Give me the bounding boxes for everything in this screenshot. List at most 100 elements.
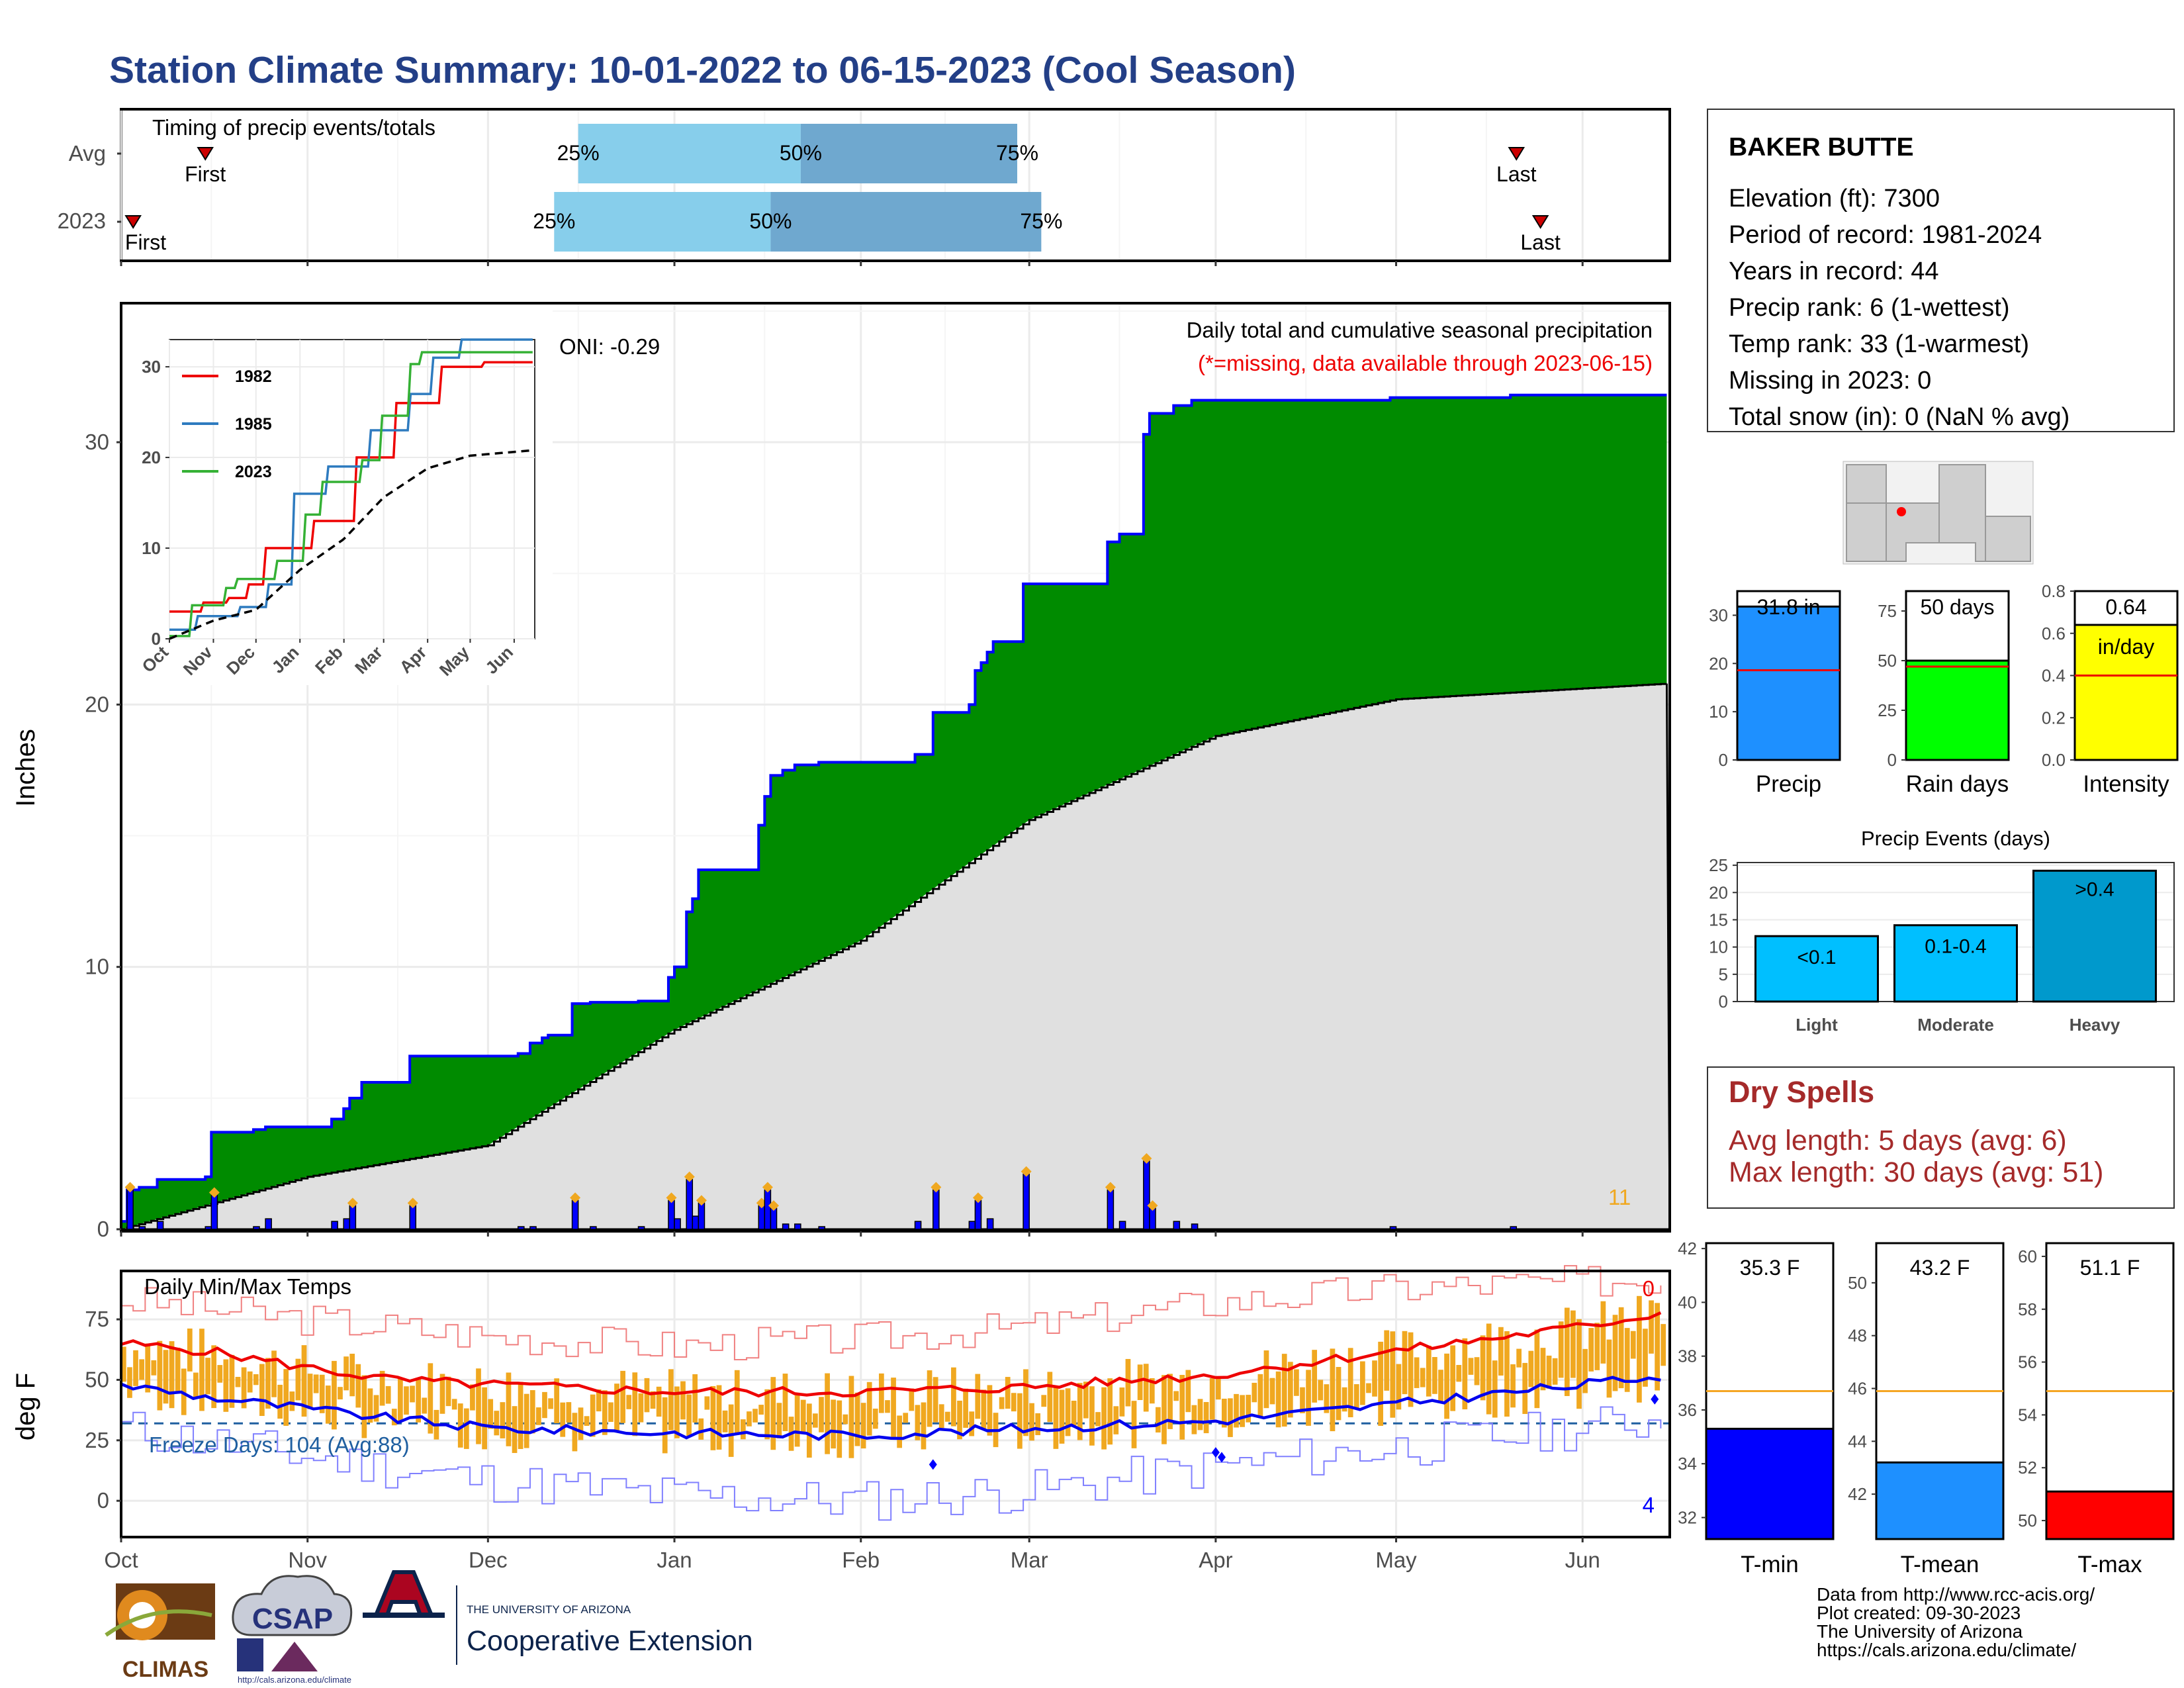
daily-temp-range-bar [1294,1369,1299,1396]
heavy-precip-marker [124,1182,136,1193]
daily-temp-range-bar [1558,1321,1564,1378]
temp-box-y-tick-label: 50 [1848,1273,1867,1293]
daily-temp-range-bar [813,1413,818,1428]
daily-temp-range-bar [385,1385,391,1404]
summary-box-y-tick-label: 0 [1888,750,1897,770]
daily-temp-range-bar [848,1376,854,1458]
summary-box-y-tick-label: 20 [1709,653,1728,673]
events-y-tick-label: 15 [1709,910,1728,929]
daily-temp-range-bar [1576,1319,1582,1409]
daily-temp-range-bar [1480,1335,1486,1401]
month-tick-label: Feb [842,1548,880,1572]
temp-y-tick-label: 50 [85,1367,109,1391]
precip-legend-line2: (*=missing, data available through 2023-… [1198,351,1653,375]
temp-box-y-tick-label: 38 [1678,1346,1697,1366]
timing-panel-title: Timing of precip events/totals [152,115,435,140]
daily-temp-range-bar [1462,1338,1468,1410]
daily-temp-range-bar [295,1358,301,1401]
daily-precip-bar [590,1226,597,1230]
daily-temp-range-bar [752,1409,758,1423]
temp-box-y-tick-label: 58 [2018,1299,2037,1319]
daily-temp-range-bar [602,1390,608,1435]
record-max-line [121,1265,1662,1360]
daily-temp-range-bar [1065,1388,1071,1436]
daily-temp-range-bar [1143,1364,1149,1412]
temp-box-y-tick-label: 60 [2018,1246,2037,1266]
inset-line-1985 [169,338,533,632]
heavy-precip-marker [666,1192,677,1203]
daily-precip-bar [138,1226,146,1230]
daily-temp-range-bar [1228,1398,1233,1437]
temp-box-y-tick-label: 52 [2018,1458,2037,1477]
daily-temp-range-bar [1089,1386,1095,1446]
daily-temp-range-bar [187,1328,193,1372]
month-tick-label: Apr [1199,1548,1232,1572]
daily-temp-range-bar [879,1373,884,1413]
daily-temp-range-bar [536,1407,541,1425]
daily-temp-range-bar [175,1347,181,1393]
daily-temp-range-bar [590,1394,596,1437]
daily-temp-range-bar [445,1376,451,1407]
daily-temp-range-bar [265,1358,271,1409]
station-info-line: Temp rank: 33 (1-warmest) [1729,330,2029,358]
daily-temp-range-bar [1306,1370,1311,1426]
daily-temp-range-bar [1414,1357,1420,1388]
daily-temp-range-bar [1149,1378,1155,1404]
daily-temp-range-bar [1257,1374,1263,1417]
daily-temp-range-bar [560,1402,566,1437]
events-y-tick-label: 0 [1719,992,1728,1011]
daily-temp-range-bar [1125,1358,1131,1407]
daily-temp-range-bar [247,1371,253,1393]
daily-temp-range-bar [391,1409,397,1426]
daily-temp-range-bar [1618,1307,1624,1389]
daily-precip-bar [349,1205,357,1230]
daily-precip-bar [794,1223,801,1230]
csap-logo-text: CSAP [252,1603,333,1635]
events-bar [1754,935,1879,1003]
daily-temp-range-bar [782,1374,788,1431]
daily-precip-bar [692,1215,700,1230]
temp-box-y-tick-label: 40 [1678,1292,1697,1312]
csap-logo: CSAP http://cals.arizona.edu/climate [232,1575,353,1685]
daily-temp-range-bar [241,1367,247,1409]
daily-temp-range-bar [710,1385,716,1450]
daily-precip-bar [933,1189,940,1230]
inset-line-average [169,449,533,640]
daily-temp-range-bar [608,1402,614,1423]
daily-temp-range-bar [794,1395,800,1447]
location-map [1843,461,2034,565]
daily-temp-range-bar [1017,1393,1023,1449]
daily-temp-range-bar [313,1374,319,1393]
heavy-precip-marker [972,1192,983,1203]
daily-temp-range-bar [1624,1328,1630,1392]
daily-temp-range-bar [1600,1301,1606,1364]
dry-spells-avg: Avg length: 5 days (avg: 6) [1729,1125,2067,1156]
main-y-tick-label: 10 [85,955,109,979]
last-event-marker [1531,215,1549,229]
timing-bar-50-75 [800,124,1018,183]
daily-temp-range-bar [1077,1383,1083,1440]
daily-precip-bar [126,1189,134,1230]
station-info-line: Precip rank: 6 (1-wettest) [1729,294,2009,322]
daily-temp-range-bar [1053,1385,1059,1449]
footer-credit-line: The University of Arizona [1817,1621,2023,1642]
temp-box-value-bar [1875,1461,2005,1540]
university-of-arizona-logo: THE UNIVERSITY OF ARIZONA Cooperative Ex… [363,1570,753,1665]
daily-temp-range-bar [343,1356,349,1391]
daily-temp-range-bar [307,1374,313,1409]
daily-temp-range-bar [1347,1348,1353,1417]
main-y-tick-label: 30 [85,430,109,454]
daily-temp-range-bar [163,1350,169,1404]
temp-box-value-label: 35.3 F [1740,1256,1800,1280]
daily-temp-range-bar [1269,1378,1275,1405]
cumulative-precip-2023-line [121,393,1667,1223]
daily-temp-range-bar [271,1350,277,1397]
daily-temp-range-bar [1438,1370,1443,1403]
timing-bar-50-75 [770,192,1042,252]
daily-temp-range-bar [1492,1360,1498,1418]
inset-y-tick-label: 30 [142,357,161,377]
temp-count-bottom: 4 [1643,1493,1655,1517]
daily-temp-range-bar [1101,1387,1107,1450]
daily-temp-range-bar [1360,1361,1365,1405]
daily-temp-range-bar [1071,1400,1077,1426]
